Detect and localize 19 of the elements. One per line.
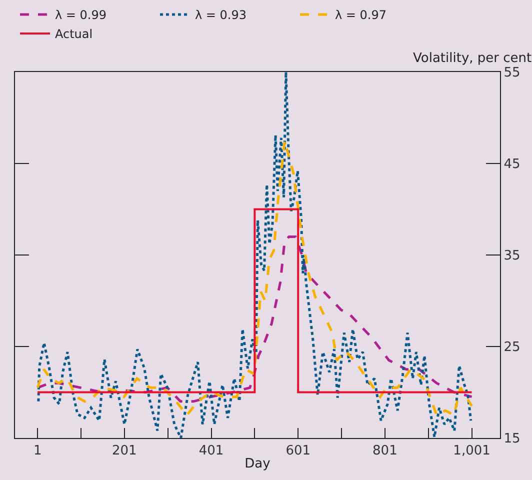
y-tick-label: 45 [504,157,520,172]
legend-label: λ = 0.93 [195,8,247,22]
line-series [37,72,472,438]
y-tick-label: 25 [504,340,520,356]
y-tick-label: 55 [504,66,520,81]
y-tick-label: 35 [504,248,520,264]
x-tick-label: 801 [372,444,398,459]
x-tick-label: 201 [112,444,137,459]
line-series [36,139,474,416]
legend-label: λ = 0.99 [55,8,107,22]
legend-label: Actual [55,27,93,42]
x-tick-label: 401 [198,444,224,459]
legend-label: λ = 0.97 [335,8,387,22]
x-tick-label: 1,001 [453,444,490,459]
y-axis-title: Volatility, per cent [413,51,532,66]
y-tick-label: 15 [504,432,520,447]
x-tick-label: 601 [286,444,311,459]
x-tick-label: 1 [33,444,42,459]
x-axis-title: Day [244,456,271,472]
